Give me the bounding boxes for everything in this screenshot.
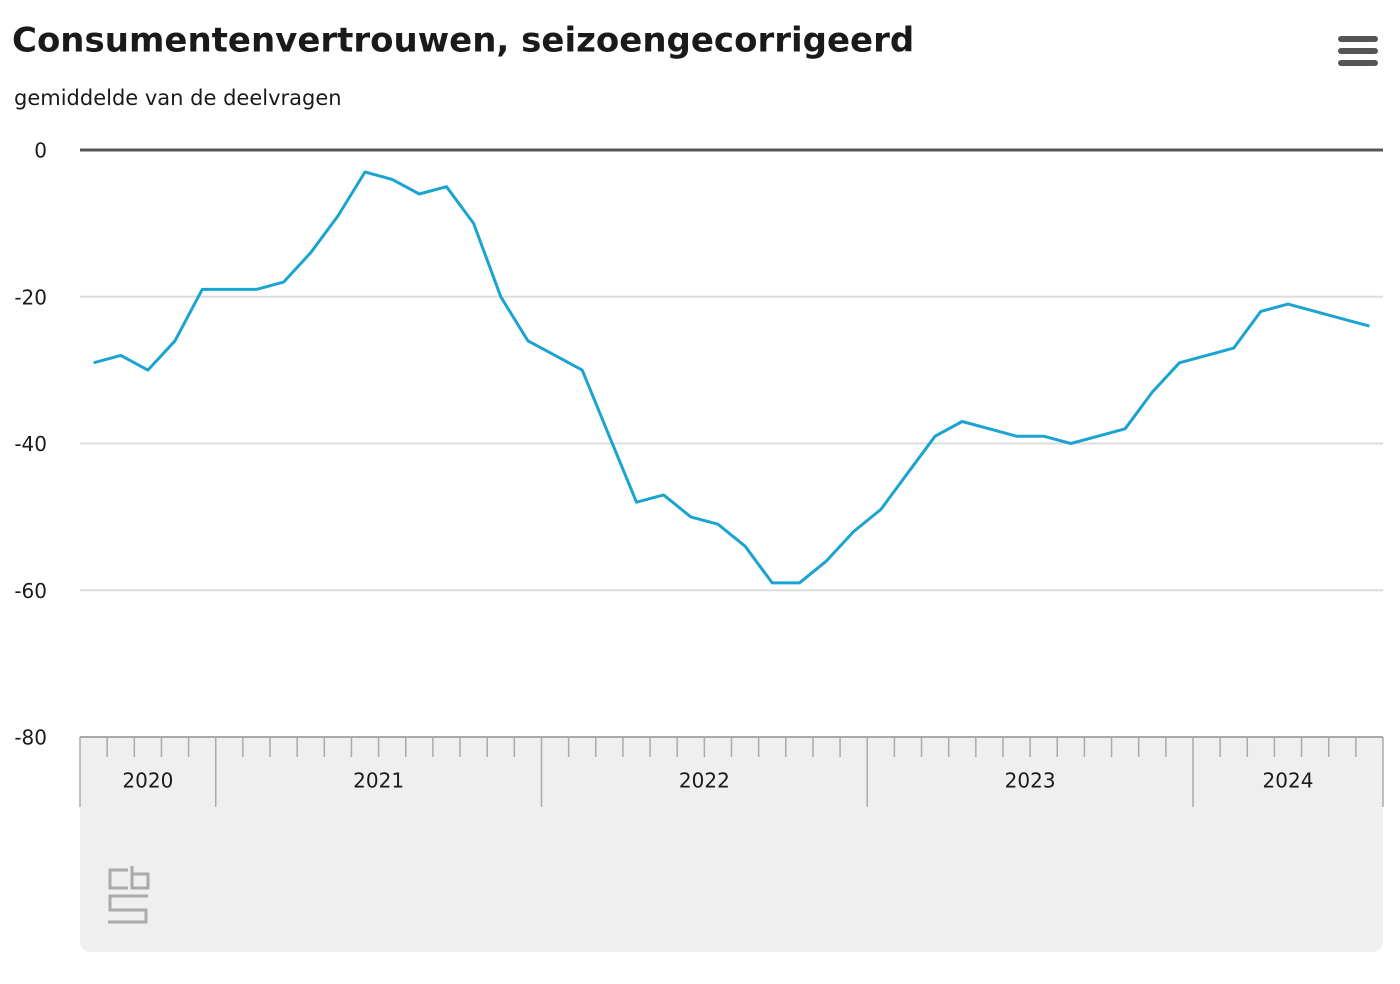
x-tick-label: 2020 [122, 769, 173, 793]
menu-bar[interactable] [1338, 48, 1378, 54]
x-tick-label: 2021 [353, 769, 404, 793]
y-tick-label: 0 [34, 139, 47, 163]
menu-button[interactable] [1338, 36, 1378, 66]
x-tick-label: 2024 [1263, 769, 1314, 793]
y-tick-label: -80 [14, 726, 47, 750]
y-tick-label: -60 [14, 579, 47, 603]
menu-bar[interactable] [1338, 60, 1378, 66]
menu-bar[interactable] [1338, 36, 1378, 42]
cbs-logo [108, 866, 150, 924]
footer-panel [80, 737, 1383, 952]
x-tick-label: 2023 [1005, 769, 1056, 793]
x-tick-label: 2022 [679, 769, 730, 793]
chart-title: Consumentenvertrouwen, seizoengecorrigee… [12, 21, 914, 61]
chart-subtitle: gemiddelde van de deelvragen [14, 86, 342, 110]
y-tick-label: -20 [14, 285, 47, 309]
y-tick-label: -40 [14, 432, 47, 456]
data-line [93, 170, 1370, 585]
